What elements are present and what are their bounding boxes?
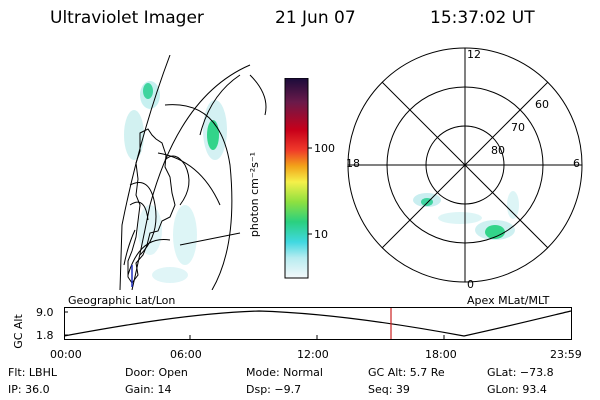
- mlat-label-60: 60: [535, 98, 549, 111]
- status-gain: Gain: 14: [125, 383, 172, 396]
- colorbar-unit-label: photon cm⁻²s⁻¹: [248, 151, 262, 238]
- aurora-emission: [124, 81, 227, 283]
- geo-plot-title: Geographic Lat/Lon: [68, 294, 176, 307]
- alt-tick-9: 9.0: [36, 306, 54, 319]
- status-door: Door: Open: [125, 366, 188, 379]
- mlt-label-18: 18: [346, 157, 360, 170]
- instrument-title: Ultraviolet Imager: [50, 8, 204, 28]
- coastline: [127, 128, 176, 284]
- mlat-label-80: 80: [491, 144, 505, 157]
- time-tick-1800: 18:00: [425, 348, 457, 361]
- altitude-plot: [64, 307, 572, 340]
- status-glat: GLat: −73.8: [487, 366, 554, 379]
- time-tick-2359: 23:59: [550, 348, 582, 361]
- time-tick-0000: 00:00: [50, 348, 82, 361]
- mlt-label-6: 6: [573, 157, 580, 170]
- status-ip: IP: 36.0: [8, 383, 50, 396]
- status-flt: Flt: LBHL: [8, 366, 57, 379]
- polar-grid: [347, 47, 583, 283]
- colorbar: [284, 78, 312, 279]
- mlat-label-70: 70: [511, 121, 525, 134]
- colorbar-tick-10: 10: [314, 228, 328, 241]
- alt-axis-label: GC Alt: [11, 314, 25, 349]
- colorbar-tick-100: 100: [314, 142, 335, 155]
- status-gc-alt: GC Alt: 5.7 Re: [368, 366, 445, 379]
- status-dsp: Dsp: −9.7: [246, 383, 302, 396]
- polar-plot-title: Apex MLat/MLT: [467, 294, 550, 307]
- altitude-curve: [64, 310, 572, 337]
- mlt-label-12: 12: [467, 48, 481, 61]
- time-label: 15:37:02 UT: [430, 8, 535, 28]
- status-glon: GLon: 93.4: [487, 383, 547, 396]
- date-label: 21 Jun 07: [275, 8, 356, 28]
- polar-plot: [347, 47, 583, 283]
- alt-tick-1-8: 1.8: [36, 329, 54, 342]
- graticule: [119, 55, 267, 290]
- time-tick-0600: 06:00: [170, 348, 202, 361]
- time-tick-1200: 12:00: [297, 348, 329, 361]
- geographic-map: [119, 55, 267, 290]
- status-seq: Seq: 39: [368, 383, 410, 396]
- status-mode: Mode: Normal: [246, 366, 323, 379]
- mlt-label-0: 0: [467, 278, 474, 291]
